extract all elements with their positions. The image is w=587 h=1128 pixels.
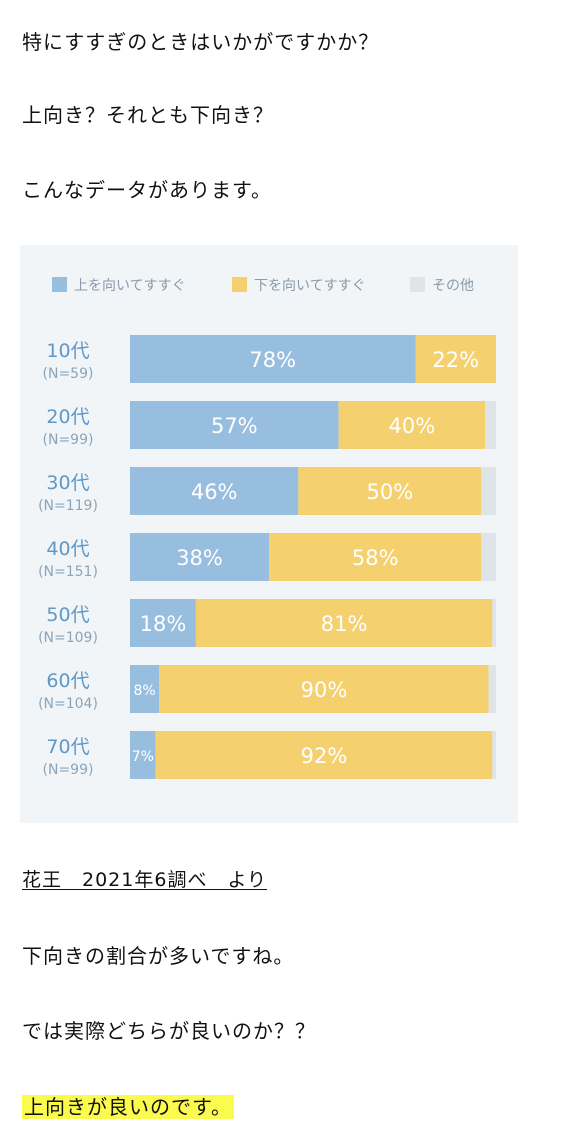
sample-size-6: (N=104): [38, 696, 98, 712]
source-citation: 花王 2021年6調べ より: [22, 869, 268, 891]
bar-up-4: [130, 533, 270, 581]
sample-size-1: (N=59): [43, 366, 94, 382]
category-label-7: 70代: [46, 736, 89, 758]
value-label-down-2: 40%: [388, 414, 435, 438]
category-label-4: 40代: [46, 538, 89, 560]
value-label-up-2: 57%: [211, 414, 258, 438]
value-label-down-3: 50%: [367, 480, 414, 504]
legend-swatch-2: [232, 277, 247, 292]
bar-down-2: [338, 401, 486, 449]
category-label-1: 10代: [46, 340, 89, 362]
bar-down-7: [155, 731, 493, 779]
bar-up-5: [130, 599, 196, 647]
bar-down-6: [159, 665, 489, 713]
observation-text: 下向きの割合が多いですね。: [22, 944, 295, 968]
sample-size-5: (N=109): [38, 630, 98, 646]
answer-text: 上向きが良いのです。: [22, 1093, 234, 1121]
bar-up-3: [130, 467, 299, 515]
data-intro: こんなデータがあります。: [22, 178, 272, 202]
intro-question: 特にすすぎのときはいかがですかか？: [22, 30, 380, 54]
bar-up-1: [130, 335, 416, 383]
legend-label-2: 下を向いてすすぐ: [254, 278, 366, 294]
bar-up-7: [130, 731, 156, 779]
category-label-5: 50代: [46, 604, 89, 626]
category-label-6: 60代: [46, 670, 89, 692]
bar-other-4: [481, 533, 496, 581]
category-label-2: 20代: [46, 406, 89, 428]
question-text: では実際どちらが良いのか？？: [22, 1019, 316, 1043]
bar-down-4: [269, 533, 482, 581]
direction-question: 上向き？それとも下向き？: [22, 103, 274, 127]
bar-up-6: [130, 665, 160, 713]
bar-other-6: [488, 665, 496, 713]
value-label-up-1: 78%: [249, 348, 296, 372]
bar-other-3: [481, 467, 496, 515]
rinse-direction-chart: 上を向いてすすぐ 下を向いてすすぐ その他 10代 (N=59) 78% 22% 20代 (N=…: [20, 245, 518, 823]
bar-other-5: [492, 599, 496, 647]
sample-size-3: (N=119): [38, 498, 98, 514]
category-label-3: 30代: [46, 472, 89, 494]
bar-down-1: [415, 335, 496, 383]
bar-other-7: [492, 731, 496, 779]
value-label-down-4: 58%: [352, 546, 399, 570]
value-label-down-6: 90%: [301, 678, 348, 702]
value-label-down-7: 92%: [301, 744, 348, 768]
value-label-up-3: 46%: [191, 480, 238, 504]
value-label-up-6: 8%: [134, 683, 156, 699]
sample-size-7: (N=99): [43, 762, 94, 778]
value-label-up-4: 38%: [176, 546, 223, 570]
legend-label-3: その他: [432, 278, 474, 294]
sample-size-4: (N=151): [38, 564, 98, 580]
legend-label-1: 上を向いてすすぐ: [74, 278, 186, 294]
chart-svg: 上を向いてすすぐ 下を向いてすすぐ その他 10代 (N=59) 78% 22% 20代 (N=…: [38, 277, 496, 779]
bar-down-3: [298, 467, 482, 515]
sample-size-2: (N=99): [43, 432, 94, 448]
value-label-down-1: 22%: [432, 348, 479, 372]
bar-up-2: [130, 401, 339, 449]
legend-swatch-1: [52, 277, 67, 292]
answer-highlight: 上向きが良いのです。: [22, 1095, 234, 1119]
bar-other-2: [485, 401, 496, 449]
legend-swatch-3: [410, 277, 425, 292]
bar-down-5: [195, 599, 493, 647]
value-label-up-5: 18%: [140, 612, 187, 636]
value-label-up-7: 7%: [132, 749, 154, 765]
value-label-down-5: 81%: [321, 612, 368, 636]
